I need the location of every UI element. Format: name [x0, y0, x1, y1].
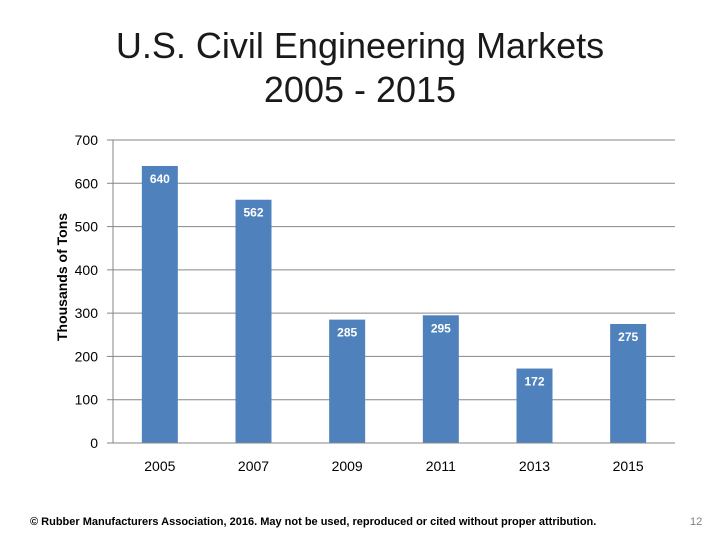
x-tick-label: 2005: [144, 458, 175, 474]
data-label: 562: [243, 206, 263, 220]
x-tick-label: 2007: [238, 458, 269, 474]
data-label: 172: [524, 375, 544, 389]
bar: [516, 368, 553, 443]
page-number: 12: [690, 516, 703, 528]
chart-title-line-2: 2005 - 2015: [263, 69, 457, 110]
y-tick-label: 400: [75, 262, 99, 278]
chart-title: U.S. Civil Engineering Markets 2005 - 20…: [0, 24, 720, 112]
y-tick-label: 300: [75, 305, 99, 321]
y-tick-label: 100: [75, 392, 99, 408]
y-tick-label: 600: [75, 175, 99, 191]
copyright-notice: © Rubber Manufacturers Association, 2016…: [30, 516, 597, 528]
bar: [141, 165, 178, 443]
bar: [610, 323, 647, 443]
y-tick-label: 500: [75, 219, 99, 235]
y-tick-label: 700: [75, 132, 99, 148]
y-tick-label: 0: [90, 435, 98, 451]
bar: [235, 199, 272, 443]
y-tick-label: 200: [75, 348, 99, 364]
data-label: 640: [150, 172, 170, 186]
x-tick-label: 2009: [332, 458, 363, 474]
bar: [422, 315, 459, 443]
x-tick-label: 2011: [426, 458, 456, 474]
bar-chart: 0 100 200 300 400 500 600 700 Thousands of Tons 6…: [54, 132, 675, 474]
data-label: 295: [431, 321, 451, 335]
data-label: 285: [337, 326, 357, 340]
bar: [329, 319, 366, 443]
x-tick-label: 2015: [613, 458, 644, 474]
chart-title-line-1: U.S. Civil Engineering Markets: [115, 25, 605, 66]
x-tick-label: 2013: [519, 458, 550, 474]
data-label: 275: [618, 330, 638, 344]
y-axis-label: Thousands of Tons: [54, 213, 70, 341]
